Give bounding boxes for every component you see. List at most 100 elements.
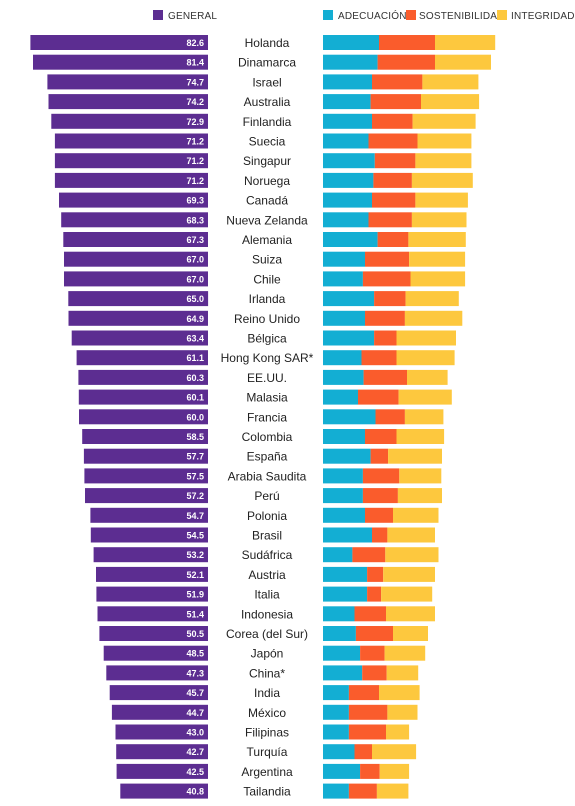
integrity-bar bbox=[397, 488, 442, 504]
integrity-bar bbox=[386, 606, 435, 622]
general-value-label: 54.7 bbox=[186, 511, 204, 521]
chart-row: 71.2 Suecia bbox=[54, 133, 472, 149]
sustainability-bar bbox=[358, 389, 399, 405]
country-label: Australia bbox=[244, 95, 291, 109]
integrity-bar bbox=[410, 271, 466, 287]
adequacy-bar bbox=[323, 429, 365, 444]
chart-row: 74.7 Israel bbox=[47, 74, 479, 90]
legend-swatch-general bbox=[153, 10, 163, 20]
adequacy-bar bbox=[323, 310, 365, 326]
sustainability-bar bbox=[362, 488, 398, 504]
integrity-bar bbox=[409, 251, 466, 267]
general-value-label: 54.5 bbox=[186, 531, 204, 541]
general-bar bbox=[64, 251, 208, 267]
general-bar bbox=[97, 606, 208, 622]
country-label: Indonesia bbox=[241, 607, 293, 621]
general-bar bbox=[47, 74, 209, 90]
country-label: Holanda bbox=[245, 36, 290, 50]
integrity-bar bbox=[412, 113, 476, 129]
adequacy-bar bbox=[323, 35, 379, 50]
legend-swatch-adequacy bbox=[323, 10, 333, 20]
adequacy-bar bbox=[323, 74, 372, 90]
adequacy-bar bbox=[323, 330, 375, 346]
general-bar bbox=[54, 153, 209, 169]
chart-rows: 82.6 Holanda 81.4 Dinamarca 74.7 Israel 74.2 Au… bbox=[30, 35, 496, 799]
general-bar bbox=[71, 330, 208, 346]
sustainability-bar bbox=[373, 172, 412, 188]
general-value-label: 47.3 bbox=[186, 668, 204, 678]
chart-row: 67.0 Suiza bbox=[64, 251, 466, 267]
general-value-label: 50.5 bbox=[186, 629, 204, 639]
general-value-label: 67.0 bbox=[186, 255, 204, 265]
country-label: Dinamarca bbox=[238, 56, 296, 70]
adequacy-bar bbox=[323, 783, 349, 799]
sustainability-bar bbox=[361, 350, 397, 366]
adequacy-bar bbox=[323, 172, 374, 188]
country-label: Sudáfrica bbox=[242, 548, 293, 562]
general-bar bbox=[30, 35, 209, 50]
general-bar bbox=[48, 94, 208, 110]
country-label: Chile bbox=[253, 272, 281, 286]
adequacy-bar bbox=[323, 507, 365, 523]
country-label: Irlanda bbox=[249, 292, 286, 306]
chart-row: 43.0 Filipinas bbox=[115, 724, 410, 740]
adequacy-bar bbox=[323, 350, 362, 366]
integrity-bar bbox=[398, 389, 452, 405]
sustainability-bar bbox=[374, 153, 416, 169]
general-value-label: 57.7 bbox=[186, 452, 204, 462]
chart-row: 82.6 Holanda bbox=[30, 35, 496, 50]
general-value-label: 63.4 bbox=[186, 334, 204, 344]
adequacy-bar bbox=[323, 744, 355, 760]
adequacy-bar bbox=[323, 409, 376, 425]
chart-row: 61.1 Hong Kong SAR* bbox=[76, 350, 455, 366]
chart-row: 48.5 Japón bbox=[103, 645, 426, 661]
integrity-bar bbox=[387, 704, 418, 720]
general-value-label: 57.2 bbox=[186, 491, 204, 501]
sustainability-bar bbox=[370, 94, 421, 110]
adequacy-bar bbox=[323, 468, 363, 484]
country-label: Francia bbox=[247, 410, 287, 424]
adequacy-bar bbox=[323, 212, 369, 228]
adequacy-bar bbox=[323, 54, 378, 70]
integrity-bar bbox=[417, 133, 472, 149]
general-bar bbox=[82, 429, 208, 444]
sustainability-bar bbox=[355, 626, 393, 641]
country-label: Turquía bbox=[247, 745, 288, 759]
adequacy-bar bbox=[323, 763, 361, 779]
legend-label-adequacy: ADECUACIÓN bbox=[338, 9, 407, 22]
general-value-label: 71.2 bbox=[186, 137, 204, 147]
country-label: Finlandia bbox=[243, 115, 292, 129]
chart-row: 42.7 Turquía bbox=[116, 744, 417, 760]
integrity-bar bbox=[386, 665, 419, 681]
integrity-bar bbox=[386, 724, 410, 740]
sustainability-bar bbox=[354, 606, 386, 622]
general-bar bbox=[109, 685, 208, 701]
general-bar bbox=[85, 488, 208, 504]
sustainability-bar bbox=[374, 330, 397, 346]
chart-row: 44.7 México bbox=[111, 704, 418, 720]
chart-row: 67.0 Chile bbox=[64, 271, 466, 287]
general-value-label: 60.0 bbox=[186, 412, 204, 422]
general-value-label: 58.5 bbox=[186, 432, 204, 442]
adequacy-bar bbox=[323, 232, 378, 247]
sustainability-bar bbox=[362, 665, 387, 681]
sustainability-bar bbox=[372, 527, 388, 543]
sustainability-bar bbox=[354, 744, 372, 760]
chart-row: 57.7 España bbox=[83, 448, 442, 464]
sustainability-bar bbox=[352, 547, 386, 563]
sustainability-bar bbox=[360, 645, 385, 661]
sustainability-bar bbox=[368, 212, 412, 228]
country-label: Perú bbox=[254, 489, 279, 503]
adequacy-bar bbox=[323, 389, 358, 405]
chart-row: 71.2 Singapur bbox=[54, 153, 472, 169]
general-bar bbox=[115, 724, 208, 740]
adequacy-bar bbox=[323, 527, 372, 543]
adequacy-bar bbox=[323, 271, 363, 287]
adequacy-bar bbox=[323, 685, 349, 701]
adequacy-bar bbox=[323, 448, 371, 464]
general-value-label: 52.1 bbox=[186, 570, 204, 580]
sustainability-bar bbox=[372, 192, 416, 208]
sustainability-bar bbox=[365, 507, 393, 523]
country-label: Argentina bbox=[241, 765, 293, 779]
adequacy-bar bbox=[323, 606, 355, 622]
